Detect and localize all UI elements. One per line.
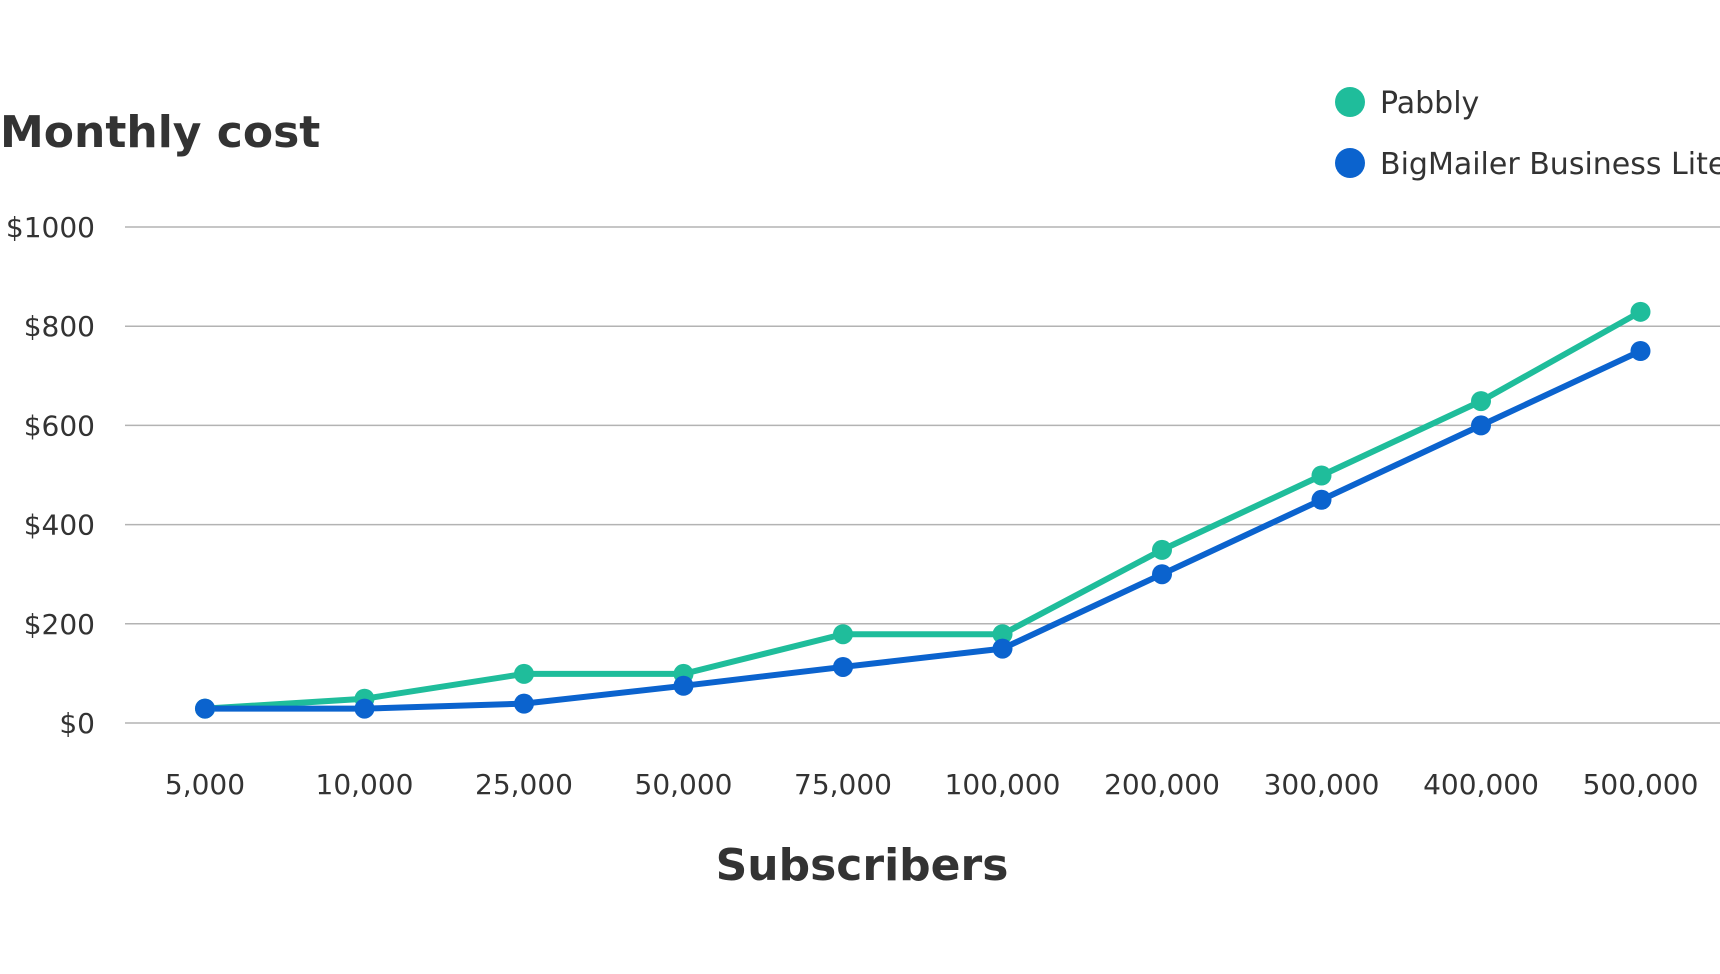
data-point [1152, 539, 1172, 560]
data-point [833, 656, 853, 677]
x-tick-label: 50,000 [635, 768, 733, 801]
series-points [195, 301, 1651, 719]
y-axis-title: Monthly cost [0, 107, 320, 158]
y-tick-label: $1000 [6, 211, 95, 244]
grid [125, 226, 1720, 724]
x-tick-label: 500,000 [1583, 768, 1699, 801]
series-lines [202, 308, 1644, 712]
data-point [833, 624, 853, 645]
data-point [1152, 564, 1172, 585]
x-axis-title: Subscribers [716, 840, 1009, 891]
x-axis-ticks: 5,000 10,000 25,000 50,000 75,000 100,000 200,… [165, 768, 1698, 801]
legend: Pabbly BigMailer Business Lite [1335, 86, 1720, 182]
x-tick-label: 300,000 [1264, 768, 1380, 801]
y-tick-label: $200 [24, 608, 95, 641]
x-tick-label: 200,000 [1104, 768, 1220, 801]
y-tick-label: $400 [24, 509, 95, 542]
legend-marker [1335, 148, 1365, 178]
legend-marker [1335, 87, 1365, 117]
data-point [354, 698, 375, 719]
data-point [1471, 391, 1491, 412]
x-tick-label: 400,000 [1423, 768, 1539, 801]
data-point [1630, 301, 1651, 322]
x-tick-label: 100,000 [945, 768, 1061, 801]
data-point [514, 663, 534, 684]
data-point [992, 624, 1013, 645]
data-point [992, 638, 1013, 659]
legend-label: Pabbly [1380, 86, 1479, 121]
series-line-2 [202, 348, 1644, 712]
x-tick-label: 25,000 [475, 768, 573, 801]
y-axis-ticks: $0 $200 $400 $600 $800 $1000 [6, 211, 95, 740]
data-point [1311, 465, 1332, 486]
y-tick-label: $0 [59, 707, 95, 740]
data-point [1311, 489, 1332, 510]
legend-label: BigMailer Business Lite [1380, 147, 1720, 182]
data-point [1630, 341, 1651, 361]
data-point [514, 693, 534, 714]
data-point [1471, 415, 1491, 436]
x-tick-label: 5,000 [165, 768, 245, 801]
data-point [673, 675, 694, 696]
x-tick-label: 10,000 [316, 768, 414, 801]
x-tick-label: 75,000 [794, 768, 892, 801]
y-tick-label: $800 [24, 310, 95, 343]
y-tick-label: $600 [24, 409, 95, 442]
data-point [195, 698, 215, 719]
series-line-1 [202, 308, 1644, 712]
